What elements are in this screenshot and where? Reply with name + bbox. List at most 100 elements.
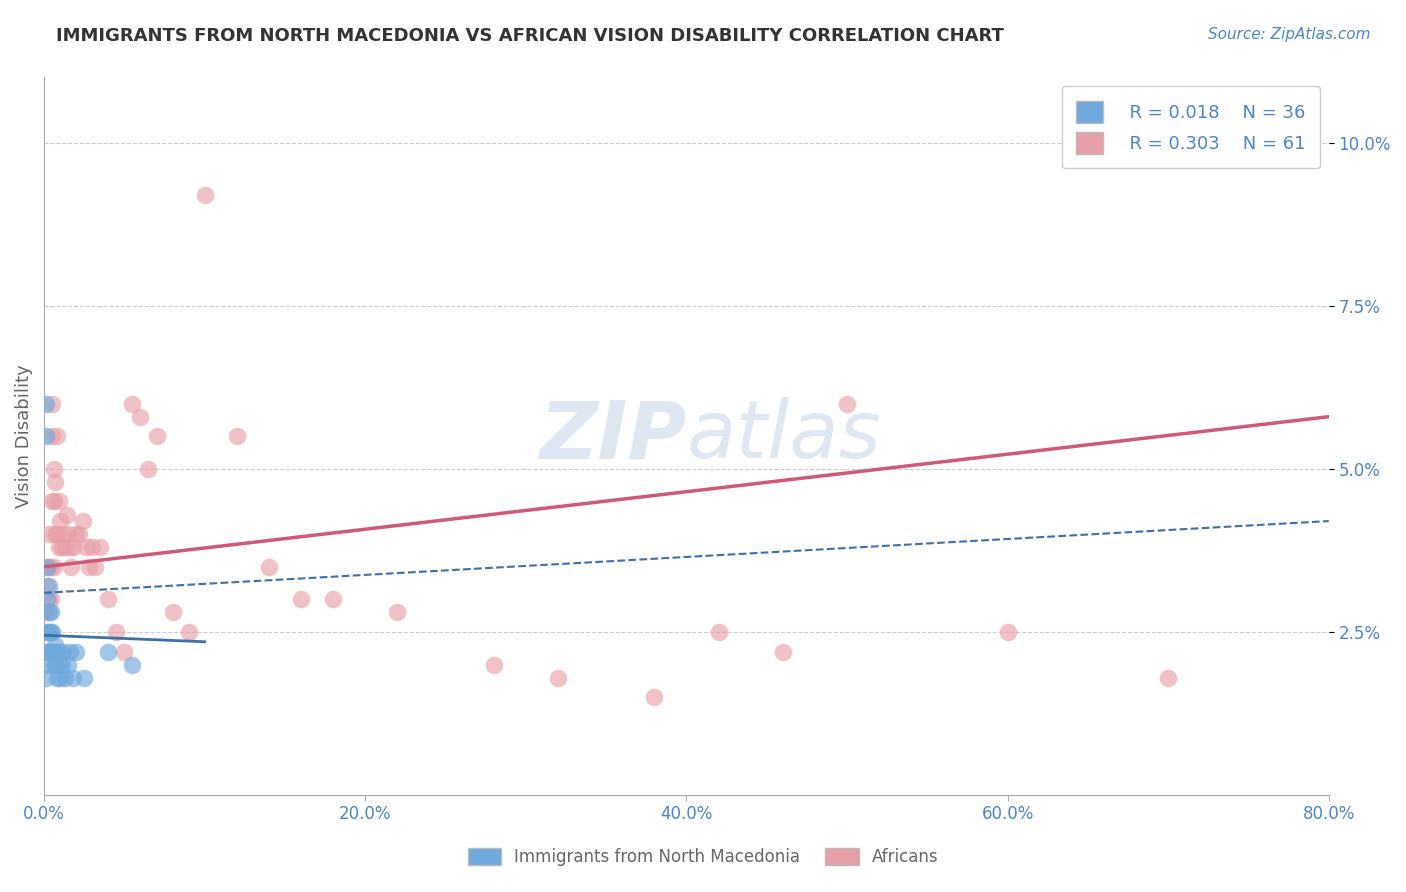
Point: [48, 494, 70, 508]
Point: [51, 540, 73, 554]
Point: [1157, 671, 1180, 685]
Point: [121, 397, 143, 411]
Point: [77, 559, 100, 574]
Point: [59, 644, 82, 658]
Point: [44, 657, 66, 672]
Point: [322, 592, 344, 607]
Point: [41, 429, 63, 443]
Point: [49, 514, 72, 528]
Point: [48, 540, 70, 554]
Point: [290, 592, 312, 607]
Point: [42, 559, 65, 574]
Point: [177, 624, 200, 639]
Point: [53, 671, 76, 685]
Point: [707, 624, 730, 639]
Text: atlas: atlas: [686, 397, 882, 475]
Point: [39, 644, 62, 658]
Point: [162, 606, 184, 620]
Point: [53, 540, 76, 554]
Point: [38, 559, 60, 574]
Point: [35, 429, 58, 443]
Point: [69, 527, 91, 541]
Point: [145, 429, 167, 443]
Point: [41, 644, 63, 658]
Point: [97, 592, 120, 607]
Point: [41, 397, 63, 411]
Point: [72, 514, 94, 528]
Point: [37, 644, 59, 658]
Point: [39, 559, 62, 574]
Point: [35, 657, 58, 672]
Point: [37, 579, 59, 593]
Point: [75, 540, 97, 554]
Point: [59, 540, 82, 554]
Point: [42, 644, 65, 658]
Point: [42, 657, 65, 672]
Point: [835, 397, 858, 411]
Point: [482, 657, 505, 672]
Point: [41, 494, 63, 508]
Point: [112, 644, 135, 658]
Legend:   R = 0.018    N = 36,   R = 0.303    N = 61: R = 0.018 N = 36, R = 0.303 N = 61: [1062, 87, 1320, 169]
Point: [105, 624, 128, 639]
Point: [89, 540, 111, 554]
Point: [38, 579, 60, 593]
Point: [73, 671, 96, 685]
Point: [55, 508, 77, 522]
Point: [46, 527, 69, 541]
Point: [39, 606, 62, 620]
Point: [547, 671, 569, 685]
Point: [38, 527, 60, 541]
Point: [997, 624, 1019, 639]
Point: [52, 527, 75, 541]
Point: [44, 638, 66, 652]
Point: [38, 592, 60, 607]
Point: [65, 527, 87, 541]
Point: [58, 527, 80, 541]
Point: [46, 671, 69, 685]
Text: ZIP: ZIP: [538, 397, 686, 475]
Point: [84, 559, 107, 574]
Point: [39, 624, 62, 639]
Point: [44, 527, 66, 541]
Point: [35, 671, 58, 685]
Point: [772, 644, 794, 658]
Legend: Immigrants from North Macedonia, Africans: Immigrants from North Macedonia, African…: [460, 840, 946, 875]
Point: [129, 409, 152, 424]
Point: [225, 429, 247, 443]
Point: [42, 494, 65, 508]
Point: [38, 606, 60, 620]
Point: [46, 644, 69, 658]
Point: [37, 624, 59, 639]
Point: [39, 592, 62, 607]
Text: Source: ZipAtlas.com: Source: ZipAtlas.com: [1208, 27, 1371, 42]
Point: [138, 462, 160, 476]
Point: [41, 624, 63, 639]
Point: [46, 429, 69, 443]
Point: [42, 462, 65, 476]
Point: [49, 644, 72, 658]
Point: [194, 187, 217, 202]
Point: [121, 657, 143, 672]
Point: [58, 657, 80, 672]
Y-axis label: Vision Disability: Vision Disability: [15, 364, 32, 508]
Point: [37, 592, 59, 607]
Point: [97, 644, 120, 658]
Point: [35, 397, 58, 411]
Point: [48, 657, 70, 672]
Point: [38, 644, 60, 658]
Point: [65, 644, 87, 658]
Point: [44, 475, 66, 489]
Point: [52, 644, 75, 658]
Point: [62, 671, 84, 685]
Point: [38, 624, 60, 639]
Point: [37, 624, 59, 639]
Point: [51, 657, 73, 672]
Point: [35, 644, 58, 658]
Text: IMMIGRANTS FROM NORTH MACEDONIA VS AFRICAN VISION DISABILITY CORRELATION CHART: IMMIGRANTS FROM NORTH MACEDONIA VS AFRIC…: [56, 27, 1004, 45]
Point: [387, 606, 409, 620]
Point: [37, 559, 59, 574]
Point: [60, 559, 83, 574]
Point: [49, 671, 72, 685]
Point: [35, 606, 58, 620]
